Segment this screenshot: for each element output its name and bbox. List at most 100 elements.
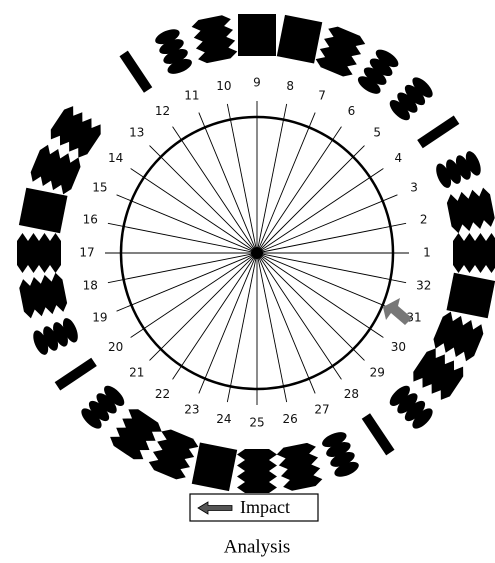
wave — [30, 144, 81, 195]
bar — [119, 50, 153, 93]
spoke — [116, 194, 258, 254]
spoke-label: 26 — [283, 412, 298, 426]
bar — [361, 413, 395, 456]
spoke-label: 3 — [410, 180, 418, 194]
ring-shape — [389, 385, 433, 429]
spoke-label: 6 — [348, 104, 356, 118]
ring-shape — [237, 449, 277, 493]
impact-arrow — [383, 298, 412, 325]
lobe — [363, 67, 387, 85]
hub — [251, 247, 263, 259]
lobe — [334, 461, 359, 477]
spoke — [130, 168, 258, 254]
wave — [17, 233, 61, 273]
spoke — [256, 252, 316, 394]
ring-shape — [54, 357, 97, 391]
ring-shape — [50, 106, 101, 158]
spoke — [256, 194, 398, 254]
ring-shape — [276, 442, 323, 491]
spoke-label: 12 — [155, 104, 170, 118]
spoke-label: 23 — [184, 403, 199, 417]
spoke — [256, 145, 365, 254]
spoke — [256, 112, 316, 254]
ring-shape — [361, 413, 395, 456]
spoke-label: 8 — [286, 79, 294, 93]
lobe — [43, 326, 59, 351]
legend-arrow — [197, 501, 233, 515]
ring-shape — [18, 187, 68, 234]
ring-shape — [389, 77, 433, 121]
ring-shape — [322, 432, 359, 477]
ring-shape — [417, 115, 460, 149]
lobe — [88, 400, 110, 422]
spoke-label: 32 — [416, 279, 431, 293]
lobe — [436, 163, 452, 188]
ring-shape — [436, 151, 481, 188]
spoke-label: 18 — [83, 279, 98, 293]
spoke-label: 10 — [216, 79, 231, 93]
spoke — [256, 252, 384, 338]
wave — [148, 429, 199, 480]
lobe — [446, 159, 461, 184]
ring-shape — [81, 385, 125, 429]
lobe — [96, 393, 117, 414]
block — [276, 14, 323, 64]
lobe — [389, 385, 410, 406]
spoke-label: 4 — [395, 151, 403, 165]
spoke-label: 21 — [129, 366, 144, 380]
caption: Analysis — [224, 536, 291, 557]
ring-shape — [155, 29, 192, 74]
lobe — [163, 49, 188, 64]
spoke-label: 15 — [92, 180, 107, 194]
spoke-label: 1 — [423, 246, 431, 260]
spoke — [256, 252, 398, 312]
ring-shape — [119, 50, 153, 93]
spoke — [130, 252, 258, 338]
lobe — [33, 330, 49, 355]
wave — [276, 442, 323, 491]
spoke — [256, 103, 288, 254]
spoke — [226, 252, 258, 403]
lobe — [397, 393, 418, 414]
ring-shape — [30, 144, 81, 195]
ring-shape — [238, 14, 276, 56]
spokes — [105, 101, 409, 405]
ring-shape — [191, 15, 238, 64]
spoke-label: 11 — [184, 88, 199, 102]
spoke-label: 20 — [108, 340, 123, 354]
spoke-label: 31 — [406, 311, 421, 325]
spoke — [256, 126, 342, 254]
ring-shape — [276, 14, 323, 64]
spoke-label: 19 — [92, 311, 107, 325]
spoke-label: 7 — [318, 88, 326, 102]
spoke — [172, 252, 258, 380]
ring-shape — [19, 272, 68, 319]
spoke-label: 14 — [108, 151, 123, 165]
spoke — [198, 112, 258, 254]
wave — [19, 272, 68, 319]
spoke — [256, 168, 384, 254]
lobe — [397, 92, 418, 113]
ring-shape — [17, 233, 61, 273]
lobe — [404, 84, 426, 106]
spoke — [198, 252, 258, 394]
spoke-label: 29 — [370, 366, 385, 380]
lobe — [81, 408, 102, 429]
legend-label: Impact — [240, 497, 290, 517]
spoke-label: 30 — [391, 340, 406, 354]
bar — [417, 115, 460, 149]
lobe — [53, 322, 68, 347]
wave — [433, 311, 484, 362]
spoke-label: 24 — [216, 412, 231, 426]
spoke — [149, 252, 258, 361]
ring-shape — [148, 429, 199, 480]
lobe — [389, 100, 410, 121]
block — [18, 187, 68, 234]
wave — [110, 409, 162, 460]
spoke — [107, 222, 258, 254]
ring-shape — [446, 187, 495, 234]
ring-shape — [33, 318, 78, 355]
spoke — [226, 103, 258, 254]
